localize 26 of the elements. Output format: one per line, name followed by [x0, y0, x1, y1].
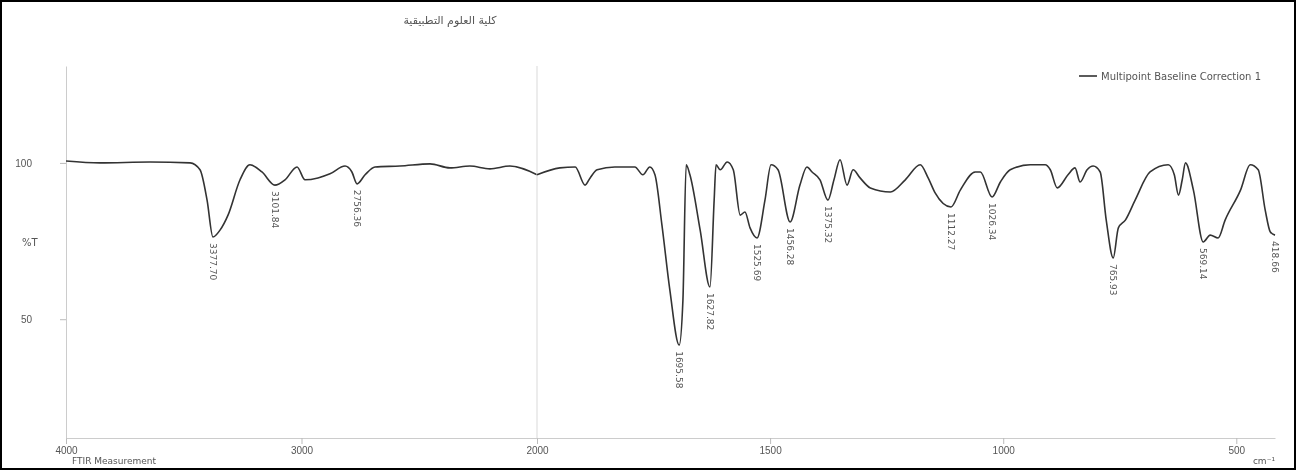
annotation: 3377.70: [207, 242, 218, 281]
annotation: 1456.28: [785, 227, 795, 266]
chart-title: كلية العلوم التطبيقية: [403, 14, 498, 27]
annotation: 418.66: [1269, 241, 1280, 273]
annotation: 1525.69: [751, 243, 762, 282]
annotation: 765.93: [1108, 263, 1119, 296]
y-tick-label: 100: [15, 157, 33, 169]
y-axis-title: %T: [22, 236, 39, 248]
x-tick-label: 1000: [992, 445, 1016, 457]
annotation: 3101.84: [269, 191, 280, 229]
x-axis-title: cm⁻¹: [1252, 456, 1276, 466]
x-tick-label: 2000: [526, 445, 550, 457]
x-tick-label: 500: [1228, 445, 1246, 457]
legend-label: Multipoint Baseline Correction 1: [1101, 71, 1261, 82]
y-tick-label: 50: [20, 313, 33, 325]
annotation: 1112.27: [945, 212, 956, 251]
annotation: 1695.58: [674, 351, 685, 389]
annotation: 2756.36: [351, 189, 362, 228]
annotation: 569.14: [1198, 248, 1209, 280]
x-tick-label: 1500: [759, 445, 783, 457]
x-tick-label: 3000: [290, 445, 314, 457]
x-tick-label: 4000: [55, 445, 79, 457]
annotation: 1375.32: [822, 206, 833, 244]
annotation: 1627.82: [704, 293, 715, 331]
annotation: 1026.34: [986, 202, 997, 241]
text: FTIR Measurement: [72, 456, 157, 466]
